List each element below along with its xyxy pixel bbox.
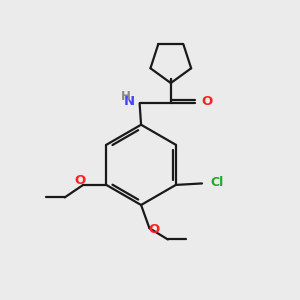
Text: O: O [74,174,85,187]
Text: Cl: Cl [210,176,223,189]
Text: H: H [120,90,130,103]
Text: O: O [202,95,213,108]
Text: O: O [148,223,159,236]
Text: N: N [124,95,135,108]
